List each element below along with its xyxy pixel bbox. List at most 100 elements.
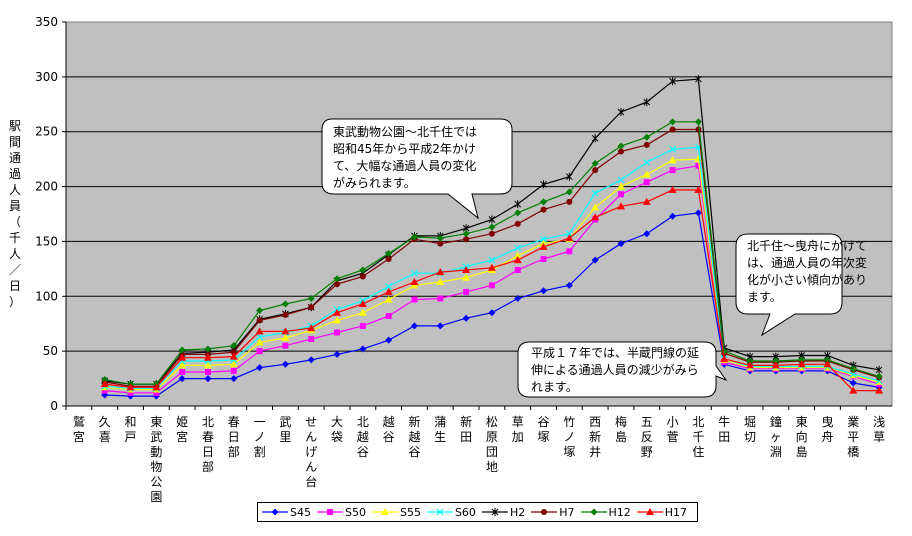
data-point-marker (359, 322, 366, 329)
data-point-marker (617, 107, 625, 116)
x-tick-label: 北越谷 (357, 415, 369, 459)
data-point-marker (307, 324, 316, 332)
data-point-marker (203, 361, 212, 369)
x-tick-label: せんげん台 (305, 415, 317, 489)
data-point-marker (229, 360, 238, 368)
data-point-marker (591, 213, 600, 221)
legend-swatch (262, 508, 288, 516)
data-point-marker (463, 288, 470, 295)
y-axis-label-char: 通 (8, 151, 21, 165)
data-point-marker (203, 353, 212, 361)
data-point-marker (334, 329, 341, 336)
data-point-marker (541, 509, 548, 515)
data-point-marker (436, 234, 444, 242)
data-point-marker (643, 159, 651, 166)
data-point-marker (875, 386, 884, 394)
y-axis-label-char: 日 (8, 279, 21, 293)
y-axis-label-char: ／ (8, 263, 21, 277)
data-point-marker (179, 368, 186, 375)
data-point-marker (152, 383, 161, 391)
data-point-marker (178, 346, 186, 354)
data-point-marker (540, 206, 547, 213)
y-tick-label: 0 (50, 399, 58, 413)
data-point-marker (771, 361, 780, 369)
data-point-marker (590, 508, 597, 516)
x-tick-label: 新越谷 (408, 414, 420, 459)
callout-text-1: 東武動物公園～北千住では 昭和45年から平成2年かけ て、大幅な通過人員の変化 … (333, 125, 478, 190)
data-point-marker (229, 352, 238, 360)
x-tick-label: 浅草 (873, 415, 885, 444)
data-point-marker (849, 365, 857, 373)
data-point-marker (643, 230, 651, 238)
data-point-marker (514, 294, 522, 302)
data-point-marker (271, 508, 279, 516)
data-point-marker (591, 189, 599, 197)
callout-bubble-1 (321, 118, 513, 220)
data-point-marker (463, 236, 470, 243)
data-point-marker (282, 342, 289, 349)
data-point-marker (281, 333, 290, 341)
legend-label: S55 (399, 505, 421, 519)
data-point-marker (565, 281, 573, 289)
data-point-marker (256, 364, 264, 372)
legend-item-H17: H17 (636, 505, 688, 519)
data-point-marker (823, 356, 831, 364)
data-point-marker (849, 370, 857, 378)
data-point-marker (491, 508, 499, 516)
data-point-marker (488, 309, 496, 317)
data-point-marker (488, 215, 496, 224)
data-point-marker (514, 209, 522, 217)
data-point-marker (411, 269, 418, 277)
data-point-marker (616, 202, 625, 210)
x-tick-label: 久喜 (99, 415, 111, 444)
data-point-marker (592, 167, 599, 174)
x-tick-label: 大袋 (331, 415, 343, 444)
data-point-marker (333, 350, 341, 358)
x-tick-label: 梅島 (615, 414, 627, 444)
data-point-marker (617, 191, 624, 198)
data-point-marker (849, 379, 857, 387)
y-axis-label: 駅間通過人員（千人／日） (6, 118, 24, 310)
data-point-marker (694, 185, 703, 193)
data-point-marker (668, 185, 677, 193)
legend-item-H7: H7 (531, 506, 575, 519)
data-point-marker (643, 179, 650, 186)
y-tick-label: 250 (35, 125, 58, 139)
x-tick-label: 東向島 (796, 415, 808, 459)
data-point-marker (437, 295, 444, 302)
data-point-marker (100, 380, 109, 388)
data-point-marker (333, 316, 342, 324)
data-point-marker (385, 282, 393, 290)
data-point-marker (487, 263, 496, 271)
data-point-marker (591, 160, 599, 168)
data-point-marker (513, 251, 522, 259)
data-point-marker (616, 182, 625, 190)
data-point-marker (591, 134, 599, 143)
data-point-marker (695, 75, 702, 84)
legend-label: H17 (664, 505, 688, 519)
data-point-marker (875, 365, 883, 374)
legend-swatch (636, 508, 663, 515)
data-point-marker (127, 389, 134, 396)
data-point-marker (617, 240, 625, 248)
data-point-marker (178, 375, 186, 383)
x-tick-label: 谷塚 (538, 415, 550, 444)
data-point-marker (823, 360, 832, 368)
y-tick-label: 150 (35, 234, 58, 248)
data-point-marker (101, 387, 108, 394)
x-tick-label: 東武動物公園 (150, 415, 162, 504)
data-point-marker (308, 304, 315, 311)
x-tick-label: 鷲宮 (73, 415, 85, 444)
data-point-marker (669, 145, 677, 153)
data-point-marker (230, 367, 237, 374)
data-point-marker (256, 333, 264, 341)
data-point-marker (643, 98, 651, 107)
data-point-marker (462, 265, 471, 273)
data-point-marker (514, 244, 522, 252)
legend-item-H2: H2 (481, 506, 525, 519)
data-point-marker (669, 167, 676, 174)
data-point-marker (488, 256, 496, 264)
data-point-marker (256, 307, 264, 315)
callout-bubble-2 (735, 233, 843, 337)
